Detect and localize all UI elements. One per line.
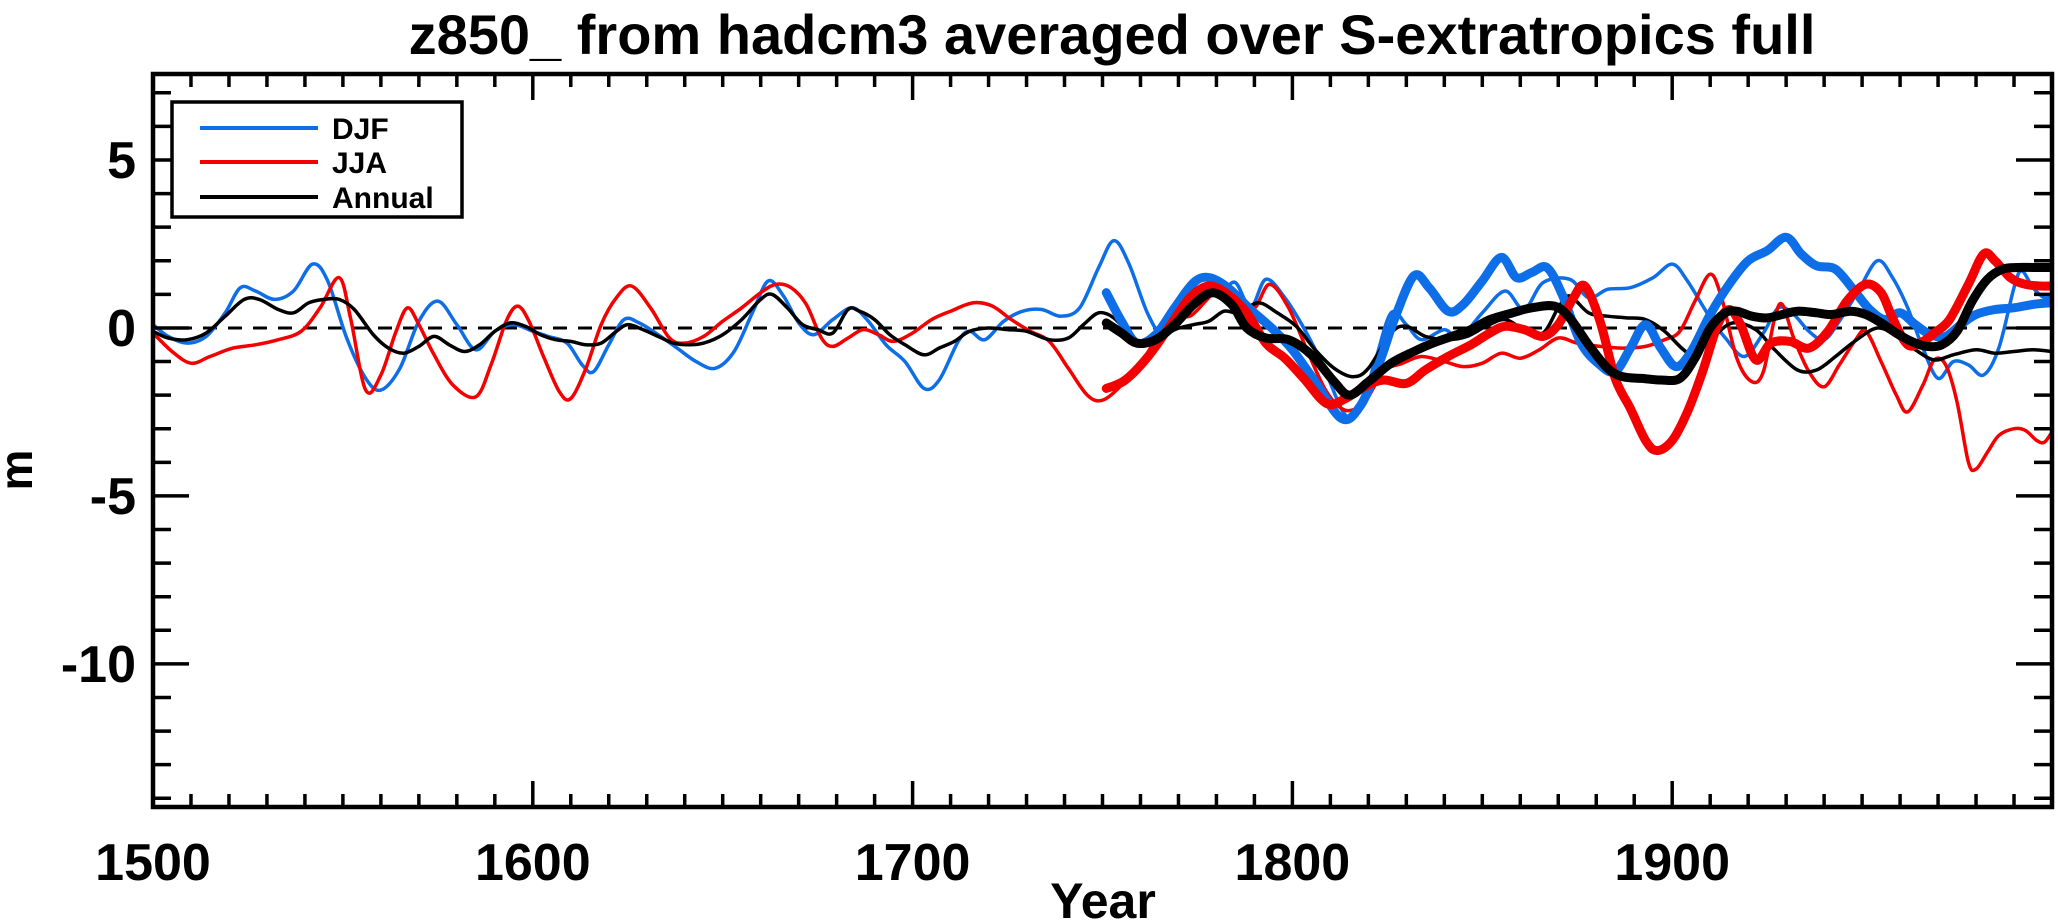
series-jja-smoothed — [1101, 248, 2052, 456]
legend-label-djf: DJF — [332, 113, 389, 146]
data-series — [153, 232, 2052, 473]
y-tick-label: -5 — [90, 468, 136, 526]
x-tick-labels: 1500 1600 1700 1800 1900 — [95, 834, 1730, 892]
x-tick-label: 1700 — [855, 834, 971, 892]
y-axis-label: m — [0, 450, 42, 491]
x-tick-label: 1600 — [475, 834, 591, 892]
legend-label-jja: JJA — [332, 147, 387, 180]
axes-and-ticks — [150, 71, 2055, 810]
y-tick-labels: 5 0 -5 -10 — [61, 132, 136, 694]
legend-label-annual: Annual — [332, 182, 434, 215]
y-tick-label: 0 — [107, 300, 136, 358]
legend: DJF JJA Annual — [170, 100, 464, 219]
series-annual-smoothed — [1101, 262, 2052, 400]
y-tick-label: -10 — [61, 636, 136, 694]
y-tick-label: 5 — [107, 132, 136, 190]
series-jja — [153, 272, 2052, 473]
x-axis-label: Year — [1050, 873, 1156, 924]
x-tick-label: 1800 — [1235, 834, 1351, 892]
x-tick-label: 1900 — [1614, 834, 1730, 892]
x-tick-label: 1500 — [95, 834, 211, 892]
chart-title: z850_ from hadcm3 averaged over S-extrat… — [409, 3, 1816, 66]
